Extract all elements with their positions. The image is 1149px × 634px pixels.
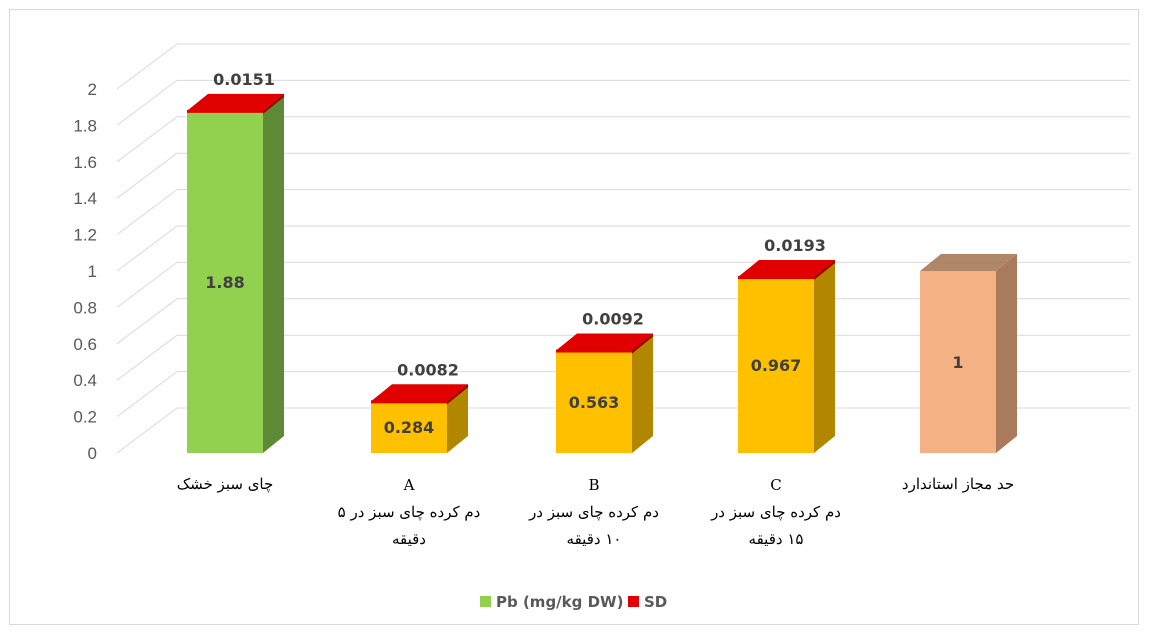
bar-value-label: 1.88 [205,273,244,292]
bar-front [371,401,447,453]
bar-side [263,93,284,453]
gridline-depth [116,334,178,381]
sd-cap-front [187,109,263,113]
y-tick-label: 2 [88,80,97,99]
gridline-depth [116,407,178,454]
category-label: چای سبز خشک [177,475,274,493]
y-tick-label: 0.8 [73,298,97,317]
bar-value-label: 0.284 [384,418,435,437]
legend-label: SD [644,593,667,611]
gridline-depth [116,261,178,308]
bar-value-label: 1 [952,353,963,372]
category-label: حد مجاز استاندارد [902,475,1014,493]
bar-value-label: 0.967 [751,356,802,375]
bar-side [814,260,835,453]
category-letter: B [588,476,599,494]
sd-cap-side [263,93,284,114]
y-tick-label: 1.6 [73,153,97,172]
legend-label: Pb (mg/kg DW) [496,593,623,611]
bar-top [920,254,1017,271]
category-label: دم کرده چای سبز در ۵ [338,503,481,521]
y-tick-label: 1.8 [73,116,97,135]
sd-cap-side [632,333,653,354]
gridline-depth [116,298,178,345]
category-label: ۱۰ دقیقه [567,530,622,548]
bar-2 [371,384,468,453]
y-tick-label: 1.4 [73,189,97,208]
category-label: دم کرده چای سبز در [710,503,841,521]
gridline-depth [116,43,178,90]
gridline-depth [116,152,178,199]
gridline-depth [116,80,178,126]
y-tick-label: 1 [88,262,97,281]
bar-5 [920,254,1017,453]
gridline-depth [116,189,178,236]
bar-4 [738,260,835,453]
sd-cap-front [556,349,632,353]
legend: Pb (mg/kg DW) SD [480,593,667,611]
gridline-depth [116,225,178,272]
sd-cap-side [447,384,468,405]
bar-side [996,254,1017,453]
y-tick-label: 0.4 [73,371,97,390]
category-letter: A [403,476,415,494]
bar-3 [556,333,653,453]
sd-value-label: 0.0193 [764,236,826,255]
bar-value-label: 0.563 [569,393,620,412]
sd-cap-front [738,276,814,280]
gridline-depth [116,371,178,418]
category-label: دقیقه [392,530,426,548]
sd-cap-top [187,93,284,111]
category-label: ۱۵ دقیقه [749,530,804,548]
bar-front [920,271,996,453]
gridline-depth [116,116,178,163]
y-tick-label: 0.2 [73,408,97,427]
bar-front [738,277,814,453]
category-label: دم کرده چای سبز در [528,503,659,521]
sd-cap-front [371,400,447,404]
sd-cap-top [371,384,468,402]
y-tick-label: 0 [88,444,97,463]
bar-front [556,350,632,453]
category-letter: C [770,476,781,494]
bar-side [447,384,468,453]
bar-1 [187,93,284,453]
sd-value-label: 0.0082 [397,360,459,379]
sd-cap-top [738,260,835,278]
legend-swatch [628,596,639,607]
y-tick-label: 1.2 [73,226,97,245]
bar-side [632,333,653,453]
legend-swatch [480,596,491,607]
sd-value-label: 0.0092 [582,310,644,329]
sd-cap-side [814,260,835,281]
sd-cap-top [556,333,653,351]
sd-value-label: 0.0151 [213,70,275,89]
y-tick-label: 0.6 [73,335,97,354]
bar-front [187,110,263,453]
